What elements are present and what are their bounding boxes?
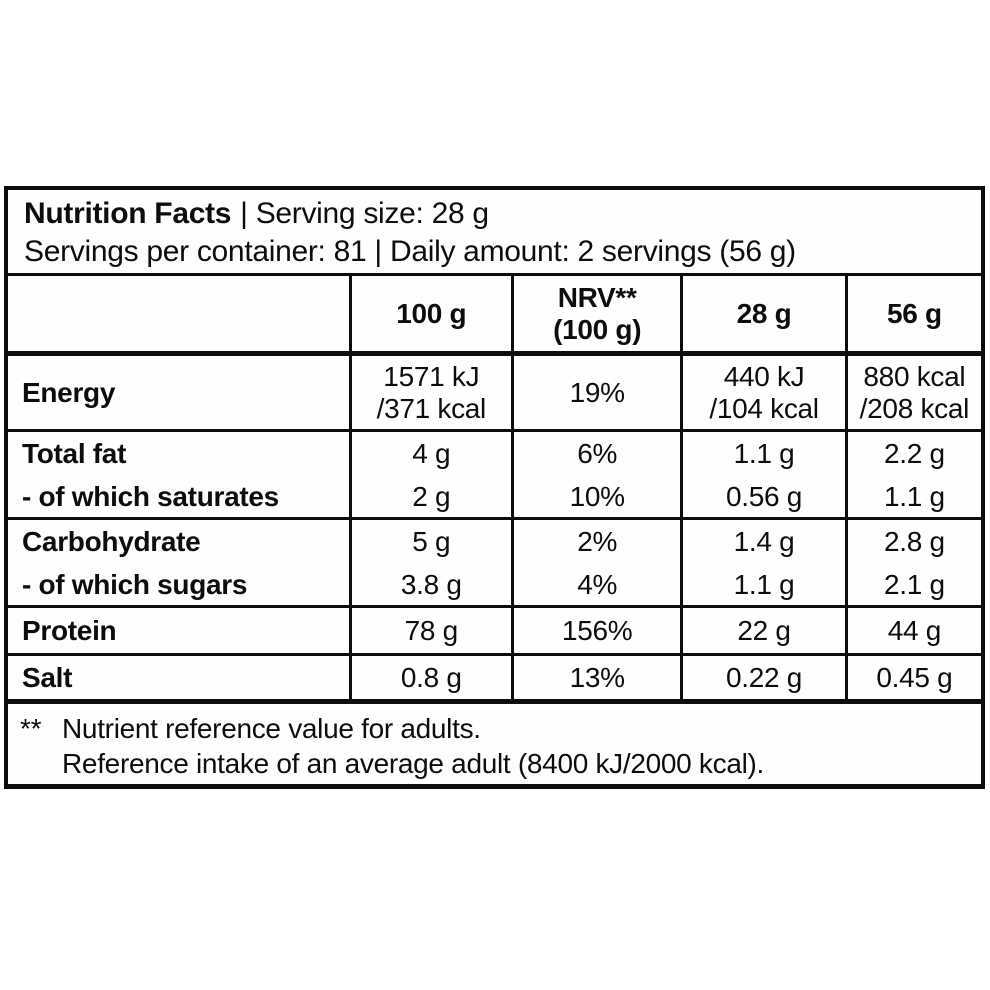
- energy-100g: 1571 kJ /371 kcal: [348, 356, 511, 429]
- row-carbohydrate: Carbohydrate 5 g 2% 1.4 g 2.8 g: [8, 520, 981, 564]
- label-header: Nutrition Facts | Serving size: 28 g Serv…: [8, 190, 981, 276]
- salt-56g: 0.45 g: [844, 656, 981, 699]
- label-title: Nutrition Facts: [24, 197, 232, 230]
- salt-nrv: 13%: [511, 656, 680, 699]
- serving-size-text: | Serving size: 28 g: [240, 197, 489, 230]
- label-header-line1: Nutrition Facts | Serving size: 28 g: [24, 195, 965, 233]
- saturates-nrv: 10%: [511, 476, 680, 517]
- sugars-28g: 1.1 g: [680, 564, 844, 605]
- energy-56g: 880 kcal /208 kcal: [844, 356, 981, 429]
- servings-info: Servings per container: 81 | Daily amoun…: [24, 235, 796, 268]
- footnote: ** Nutrient reference value for adults. …: [8, 704, 981, 784]
- row-sugars: - of which sugars 3.8 g 4% 1.1 g 2.1 g: [8, 564, 981, 608]
- column-header-row: 100 g NRV** (100 g) 28 g 56 g: [8, 276, 981, 356]
- saturates-100g: 2 g: [348, 476, 511, 517]
- energy-28g: 440 kJ /104 kcal: [680, 356, 844, 429]
- nutrition-facts-label: Nutrition Facts | Serving size: 28 g Serv…: [4, 186, 985, 789]
- row-energy: Energy 1571 kJ /371 kcal 19% 440 kJ /104…: [8, 356, 981, 432]
- salt-28g: 0.22 g: [680, 656, 844, 699]
- sugars-label: - of which sugars: [22, 568, 248, 600]
- col-header-100g: 100 g: [348, 276, 511, 351]
- energy-label: Energy: [22, 376, 116, 408]
- total-fat-100g: 4 g: [348, 432, 511, 476]
- saturates-28g: 0.56 g: [680, 476, 844, 517]
- protein-28g: 22 g: [680, 608, 844, 653]
- col-header-empty: [8, 276, 349, 351]
- footnote-line2: Reference intake of an average adult (84…: [62, 748, 765, 779]
- row-protein: Protein 78 g 156% 22 g 44 g: [8, 608, 981, 656]
- protein-56g: 44 g: [844, 608, 981, 653]
- protein-100g: 78 g: [348, 608, 511, 653]
- energy-nrv: 19%: [511, 356, 680, 429]
- carbohydrate-100g: 5 g: [348, 520, 511, 564]
- protein-label: Protein: [22, 614, 117, 646]
- saturates-56g: 1.1 g: [844, 476, 981, 517]
- salt-label: Salt: [22, 661, 73, 693]
- saturates-label: - of which saturates: [22, 480, 279, 512]
- carbohydrate-label: Carbohydrate: [22, 526, 201, 557]
- total-fat-56g: 2.2 g: [844, 432, 981, 476]
- col-header-56g: 56 g: [844, 276, 981, 351]
- carbohydrate-nrv: 2%: [511, 520, 680, 564]
- row-salt: Salt 0.8 g 13% 0.22 g 0.45 g: [8, 656, 981, 704]
- col-header-28g: 28 g: [680, 276, 844, 351]
- total-fat-label: Total fat: [22, 438, 127, 469]
- sugars-100g: 3.8 g: [348, 564, 511, 605]
- protein-nrv: 156%: [511, 608, 680, 653]
- total-fat-28g: 1.1 g: [680, 432, 844, 476]
- sugars-56g: 2.1 g: [844, 564, 981, 605]
- salt-100g: 0.8 g: [348, 656, 511, 699]
- carbohydrate-56g: 2.8 g: [844, 520, 981, 564]
- footnote-text1: Nutrient reference value for adults.: [62, 713, 481, 744]
- row-saturates: - of which saturates 2 g 10% 0.56 g 1.1 …: [8, 476, 981, 520]
- footnote-line1: ** Nutrient reference value for adults.: [20, 711, 965, 746]
- carbohydrate-28g: 1.4 g: [680, 520, 844, 564]
- sugars-nrv: 4%: [511, 564, 680, 605]
- row-total-fat: Total fat 4 g 6% 1.1 g 2.2 g: [8, 432, 981, 476]
- col-header-nrv: NRV** (100 g): [511, 276, 680, 351]
- total-fat-nrv: 6%: [511, 432, 680, 476]
- footnote-marker: **: [20, 713, 42, 744]
